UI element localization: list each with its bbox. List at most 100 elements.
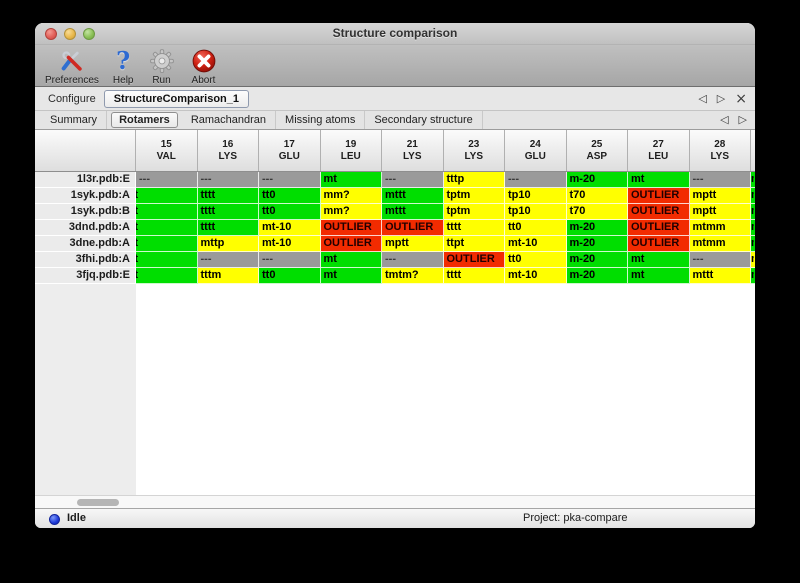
help-button[interactable]: ? Help [113, 45, 134, 87]
rotamer-cell[interactable]: tttt [443, 220, 505, 236]
abort-button[interactable]: Abort [190, 45, 218, 86]
rotamer-cell[interactable]: OUTLIER [443, 252, 505, 268]
rotamer-cell[interactable]: m-20 [566, 172, 628, 188]
rotamer-cell[interactable]: tptm [443, 188, 505, 204]
run-button[interactable]: Run [148, 45, 176, 86]
rotamer-cell[interactable]: OUTLIER [628, 204, 690, 220]
rotamer-cell[interactable]: tttm [197, 268, 259, 284]
next-arrow-icon[interactable]: ▷ [716, 91, 726, 105]
column-header-27-LEU[interactable]: 27 LEU [628, 130, 690, 171]
rotamer-cell[interactable]: OUTLIER [628, 236, 690, 252]
column-header-19-LEU[interactable]: 19 LEU [321, 130, 382, 171]
rotamer-cell[interactable]: t [136, 252, 198, 268]
row-header-3dnd.pdb:A[interactable]: 3dnd.pdb:A [35, 220, 136, 236]
close-icon[interactable]: × [735, 90, 747, 107]
row-header-3fjq.pdb:E[interactable]: 3fjq.pdb:E [35, 268, 136, 284]
rotamer-cell[interactable]: ttpt [443, 236, 505, 252]
rotamer-cell[interactable]: mptt [689, 188, 751, 204]
rotamer-cell[interactable]: tttt [443, 268, 505, 284]
rotamer-cell[interactable]: t [136, 268, 198, 284]
rotamer-cell[interactable]: tttt [197, 188, 259, 204]
column-header-17-GLU[interactable]: 17 GLU [259, 130, 321, 171]
rotamer-cell[interactable]: m-20 [566, 252, 628, 268]
column-header-16-LYS[interactable]: 16 LYS [198, 130, 259, 171]
rotamer-cell[interactable]: tt0 [505, 252, 567, 268]
rotamer-cell[interactable]: OUTLIER [320, 220, 382, 236]
column-header-21-LYS[interactable]: 21 LYS [382, 130, 444, 171]
rotamer-cell[interactable]: t [136, 204, 198, 220]
rotamer-cell[interactable]: mttt [689, 268, 751, 284]
rotamer-cell[interactable]: --- [259, 252, 321, 268]
rotamer-cell[interactable]: tmtm? [382, 268, 444, 284]
scrollbar-thumb[interactable] [77, 499, 119, 506]
rotamer-cell[interactable]: OUTLIER [382, 220, 444, 236]
rotamer-cell[interactable]: m-20 [566, 268, 628, 284]
row-header-1syk.pdb:A[interactable]: 1syk.pdb:A [35, 188, 136, 204]
rotamer-cell[interactable]: OUTLIER [628, 188, 690, 204]
rotamer-cell[interactable]: tttp [443, 172, 505, 188]
configure-tab-structurecomparison-1[interactable]: StructureComparison_1 [103, 89, 250, 108]
rotamer-cell[interactable]: tp10 [505, 204, 567, 220]
rotamer-cell[interactable]: --- [505, 172, 567, 188]
next-arrow-icon[interactable]: ▷ [738, 113, 747, 126]
rotamer-cell[interactable]: mm? [320, 188, 382, 204]
rotamer-cell[interactable]: mt-10 [505, 268, 567, 284]
rotamer-cell[interactable]: mptt [689, 204, 751, 220]
rotamer-cell[interactable]: mt [320, 268, 382, 284]
rotamer-cell[interactable]: tt0 [259, 188, 321, 204]
row-header-1syk.pdb:B[interactable]: 1syk.pdb:B [35, 204, 136, 220]
rotamer-cell[interactable]: mt-10 [505, 236, 567, 252]
row-header-3fhi.pdb:A[interactable]: 3fhi.pdb:A [35, 252, 136, 268]
column-header-25-ASP[interactable]: 25 ASP [567, 130, 628, 171]
tab-summary[interactable]: Summary [41, 111, 108, 129]
rotamer-cell[interactable]: --- [136, 172, 198, 188]
close-window-button[interactable] [45, 28, 57, 40]
rotamer-cell[interactable]: --- [197, 252, 259, 268]
rotamer-cell[interactable]: tp10 [505, 188, 567, 204]
prev-arrow-icon[interactable]: ◁ [698, 91, 707, 105]
rotamer-cell[interactable]: --- [689, 172, 751, 188]
rotamer-cell[interactable]: OUTLIER [320, 236, 382, 252]
rotamer-cell[interactable]: --- [382, 252, 444, 268]
rotamer-cell[interactable]: tt0 [259, 268, 321, 284]
rotamer-cell[interactable]: tt0 [259, 204, 321, 220]
rotamer-cell[interactable]: m-20 [566, 236, 628, 252]
rotamer-cell[interactable]: mttt [382, 188, 444, 204]
rotamer-cell[interactable]: mt [628, 252, 690, 268]
rotamer-cell[interactable]: --- [197, 172, 259, 188]
rotamer-cell[interactable]: t [136, 220, 198, 236]
rotamer-cell[interactable]: t [136, 188, 198, 204]
column-header-24-GLU[interactable]: 24 GLU [505, 130, 567, 171]
preferences-button[interactable]: Preferences [45, 45, 99, 86]
rotamer-cell[interactable]: --- [382, 172, 444, 188]
rotamer-cell[interactable]: mt [320, 252, 382, 268]
rotamer-cell[interactable]: mt-10 [259, 220, 321, 236]
rotamer-cell[interactable]: mttt [382, 204, 444, 220]
rotamer-cell[interactable]: t70 [566, 188, 628, 204]
rotamer-cell[interactable]: mttp [197, 236, 259, 252]
rotamer-cell[interactable]: mtmm [689, 236, 751, 252]
column-header-28-LYS[interactable]: 28 LYS [690, 130, 751, 171]
rotamer-cell[interactable]: --- [259, 172, 321, 188]
tab-ramachandran[interactable]: Ramachandran [182, 111, 277, 129]
row-header-1l3r.pdb:E[interactable]: 1l3r.pdb:E [35, 172, 136, 188]
minimize-window-button[interactable] [64, 28, 76, 40]
column-header-15-VAL[interactable]: 15 VAL [136, 130, 198, 171]
rotamer-cell[interactable]: m-20 [566, 220, 628, 236]
tab-secondary-structure[interactable]: Secondary structure [365, 111, 483, 129]
rotamer-cell[interactable]: mtmm [689, 220, 751, 236]
rotamer-cell[interactable]: tptm [443, 204, 505, 220]
rotamer-cell[interactable]: OUTLIER [628, 220, 690, 236]
row-header-3dne.pdb:A[interactable]: 3dne.pdb:A [35, 236, 136, 252]
rotamer-cell[interactable]: tttt [197, 204, 259, 220]
tab-missing-atoms[interactable]: Missing atoms [276, 111, 366, 129]
zoom-window-button[interactable] [83, 28, 95, 40]
rotamer-cell[interactable]: mt [628, 172, 690, 188]
rotamer-cell[interactable]: --- [689, 252, 751, 268]
rotamer-cell[interactable]: t70 [566, 204, 628, 220]
rotamer-cell[interactable]: mptt [382, 236, 444, 252]
rotamer-cell[interactable]: mt [320, 172, 382, 188]
prev-arrow-icon[interactable]: ◁ [720, 113, 729, 126]
rotamer-cell[interactable]: t [136, 236, 198, 252]
rotamer-cell[interactable]: mm? [320, 204, 382, 220]
